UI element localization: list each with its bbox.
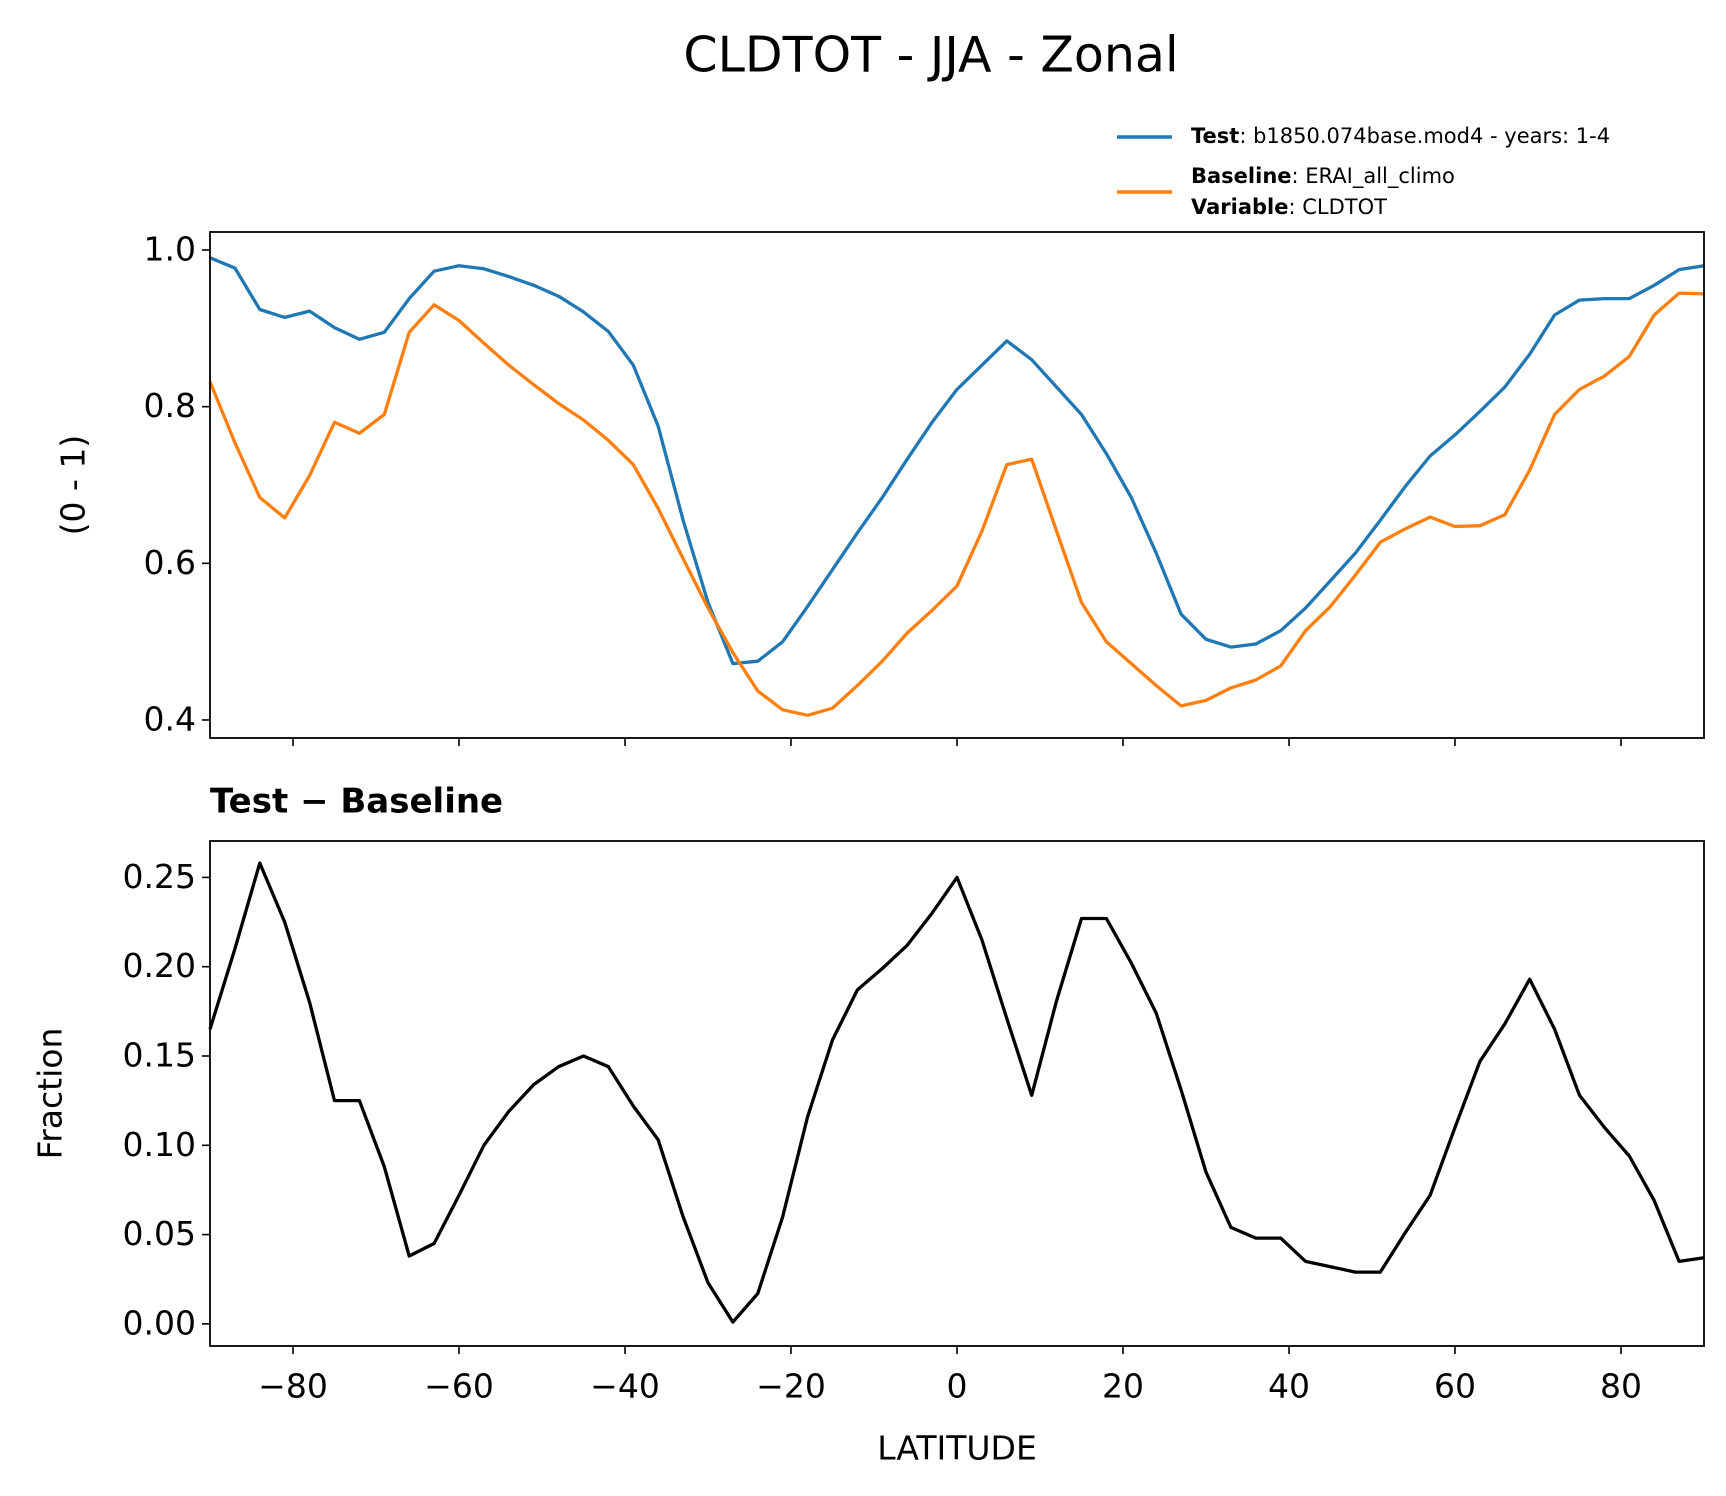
legend-label: Baseline: ERAI_all_climo <box>1191 164 1455 189</box>
y-tick-label: 0.05 <box>123 1214 196 1253</box>
y-tick-label: 0.6 <box>144 543 196 582</box>
x-tick-label: 80 <box>1600 1367 1642 1406</box>
y-tick-label: 0.8 <box>144 386 196 425</box>
axes-frame <box>209 840 1705 1347</box>
x-tick-label: 20 <box>1102 1367 1144 1406</box>
y-tick-label: 0.4 <box>144 699 196 738</box>
y-tick-label: 0.20 <box>123 946 196 985</box>
x-tick-label: −80 <box>258 1367 328 1406</box>
y-axis-label: Fraction <box>31 1028 70 1160</box>
figure-title: CLDTOT - JJA - Zonal <box>683 27 1178 84</box>
legend-note: Variable: CLDTOT <box>1191 195 1387 219</box>
x-tick-label: 0 <box>947 1367 968 1406</box>
y-tick-label: 0.00 <box>123 1303 196 1342</box>
x-tick-label: 40 <box>1268 1367 1310 1406</box>
axes-title: Test − Baseline <box>210 782 503 822</box>
y-tick-label: 0.10 <box>123 1125 196 1164</box>
data-line <box>208 291 1705 717</box>
x-tick-label: 60 <box>1434 1367 1476 1406</box>
legend-label: Test: b1850.074base.mod4 - years: 1-4 <box>1191 124 1610 148</box>
y-tick-label: 0.25 <box>123 857 196 896</box>
axes-frame <box>209 231 1705 739</box>
x-tick-label: −40 <box>590 1367 660 1406</box>
y-axis-label: (0 - 1) <box>54 435 93 536</box>
y-tick-label: 1.0 <box>144 230 196 269</box>
x-axis-label: LATITUDE <box>877 1429 1037 1468</box>
x-tick-label: −60 <box>424 1367 494 1406</box>
data-line <box>209 256 1705 666</box>
y-tick-label: 0.15 <box>123 1036 196 1075</box>
data-line <box>208 861 1705 1324</box>
x-tick-label: −20 <box>756 1367 826 1406</box>
